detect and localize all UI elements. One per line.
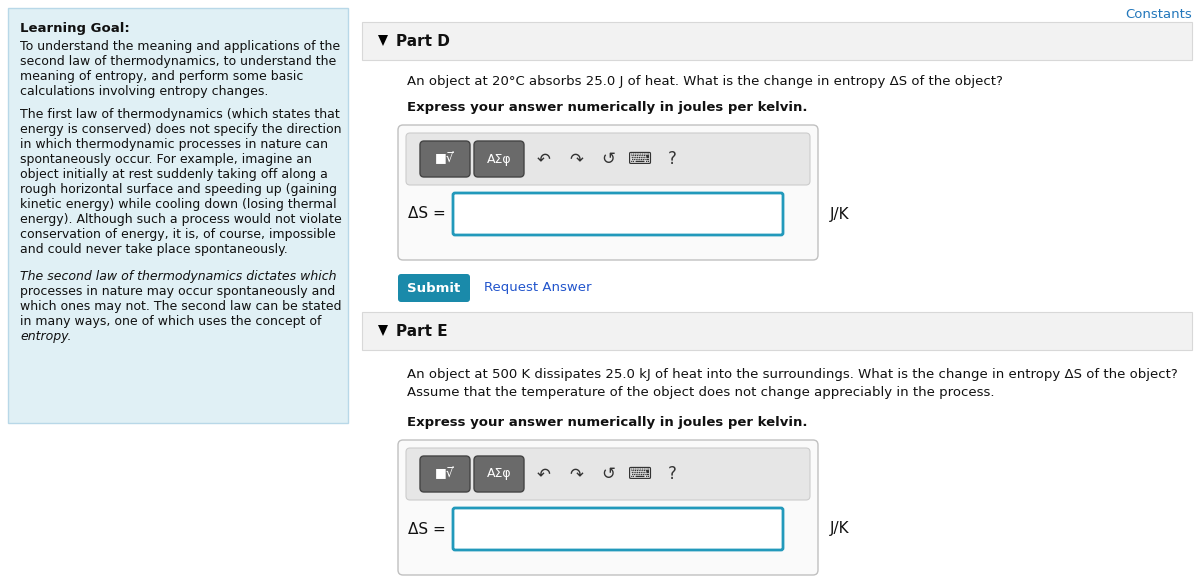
Text: object initially at rest suddenly taking off along a: object initially at rest suddenly taking…: [20, 168, 328, 181]
Text: processes in nature may occur spontaneously and: processes in nature may occur spontaneou…: [20, 285, 335, 298]
Text: calculations involving entropy changes.: calculations involving entropy changes.: [20, 85, 269, 98]
FancyBboxPatch shape: [420, 456, 470, 492]
Text: ■√̅: ■√̅: [436, 152, 455, 166]
Text: ⌨: ⌨: [628, 465, 652, 483]
Text: Part E: Part E: [396, 324, 448, 339]
Polygon shape: [378, 35, 388, 46]
Text: which ones may not. The second law can be stated: which ones may not. The second law can b…: [20, 300, 342, 313]
Text: ↶: ↶: [538, 465, 551, 483]
FancyBboxPatch shape: [454, 193, 784, 235]
Text: ⌨: ⌨: [628, 150, 652, 168]
FancyBboxPatch shape: [398, 440, 818, 575]
Text: Assume that the temperature of the object does not change appreciably in the pro: Assume that the temperature of the objec…: [407, 386, 995, 399]
Text: and could never take place spontaneously.: and could never take place spontaneously…: [20, 243, 288, 256]
Text: spontaneously occur. For example, imagine an: spontaneously occur. For example, imagin…: [20, 153, 312, 166]
Text: ↷: ↷: [569, 465, 583, 483]
Text: Learning Goal:: Learning Goal:: [20, 22, 130, 35]
Text: ΑΣφ: ΑΣφ: [487, 467, 511, 481]
Text: ↶: ↶: [538, 150, 551, 168]
Text: conservation of energy, it is, of course, impossible: conservation of energy, it is, of course…: [20, 228, 336, 241]
Text: ?: ?: [667, 150, 677, 168]
Text: energy is conserved) does not specify the direction: energy is conserved) does not specify th…: [20, 123, 342, 136]
Text: ?: ?: [667, 465, 677, 483]
FancyBboxPatch shape: [406, 448, 810, 500]
Text: ΔS =: ΔS =: [408, 522, 445, 537]
FancyBboxPatch shape: [406, 133, 810, 185]
FancyBboxPatch shape: [474, 456, 524, 492]
Text: in which thermodynamic processes in nature can: in which thermodynamic processes in natu…: [20, 138, 328, 151]
Text: An object at 20°C absorbs 25.0 J of heat. What is the change in entropy ΔS of th: An object at 20°C absorbs 25.0 J of heat…: [407, 75, 1003, 88]
Text: Submit: Submit: [407, 282, 461, 294]
Text: ↺: ↺: [601, 465, 614, 483]
Text: rough horizontal surface and speeding up (gaining: rough horizontal surface and speeding up…: [20, 183, 337, 196]
Text: Request Answer: Request Answer: [484, 282, 592, 294]
Text: Express your answer numerically in joules per kelvin.: Express your answer numerically in joule…: [407, 101, 808, 114]
FancyBboxPatch shape: [420, 141, 470, 177]
Text: Part D: Part D: [396, 33, 450, 48]
Text: ↷: ↷: [569, 150, 583, 168]
Text: An object at 500 K dissipates 25.0 kJ of heat into the surroundings. What is the: An object at 500 K dissipates 25.0 kJ of…: [407, 368, 1177, 381]
Text: The second law of thermodynamics dictates which: The second law of thermodynamics dictate…: [20, 270, 336, 283]
Bar: [362, 60, 1192, 312]
Text: meaning of entropy, and perform some basic: meaning of entropy, and perform some bas…: [20, 70, 304, 83]
Bar: [362, 22, 1192, 60]
Text: energy). Although such a process would not violate: energy). Although such a process would n…: [20, 213, 342, 226]
Text: ΑΣφ: ΑΣφ: [487, 152, 511, 166]
Text: ■√̅: ■√̅: [436, 467, 455, 481]
Text: in many ways, one of which uses the concept of: in many ways, one of which uses the conc…: [20, 315, 322, 328]
Text: Express your answer numerically in joules per kelvin.: Express your answer numerically in joule…: [407, 416, 808, 429]
Text: Constants: Constants: [1126, 8, 1192, 21]
FancyBboxPatch shape: [398, 274, 470, 302]
FancyBboxPatch shape: [398, 125, 818, 260]
Text: J/K: J/K: [830, 207, 850, 222]
Text: J/K: J/K: [830, 522, 850, 537]
Text: To understand the meaning and applications of the: To understand the meaning and applicatio…: [20, 40, 340, 53]
Bar: [362, 312, 1192, 350]
FancyBboxPatch shape: [474, 141, 524, 177]
Bar: [8, 8, 348, 423]
Text: second law of thermodynamics, to understand the: second law of thermodynamics, to underst…: [20, 55, 336, 68]
FancyBboxPatch shape: [454, 508, 784, 550]
Polygon shape: [378, 325, 388, 336]
Text: The first law of thermodynamics (which states that: The first law of thermodynamics (which s…: [20, 108, 340, 121]
Text: kinetic energy) while cooling down (losing thermal: kinetic energy) while cooling down (losi…: [20, 198, 337, 211]
Text: ΔS =: ΔS =: [408, 207, 445, 222]
Text: entropy.: entropy.: [20, 330, 72, 343]
Text: ↺: ↺: [601, 150, 614, 168]
